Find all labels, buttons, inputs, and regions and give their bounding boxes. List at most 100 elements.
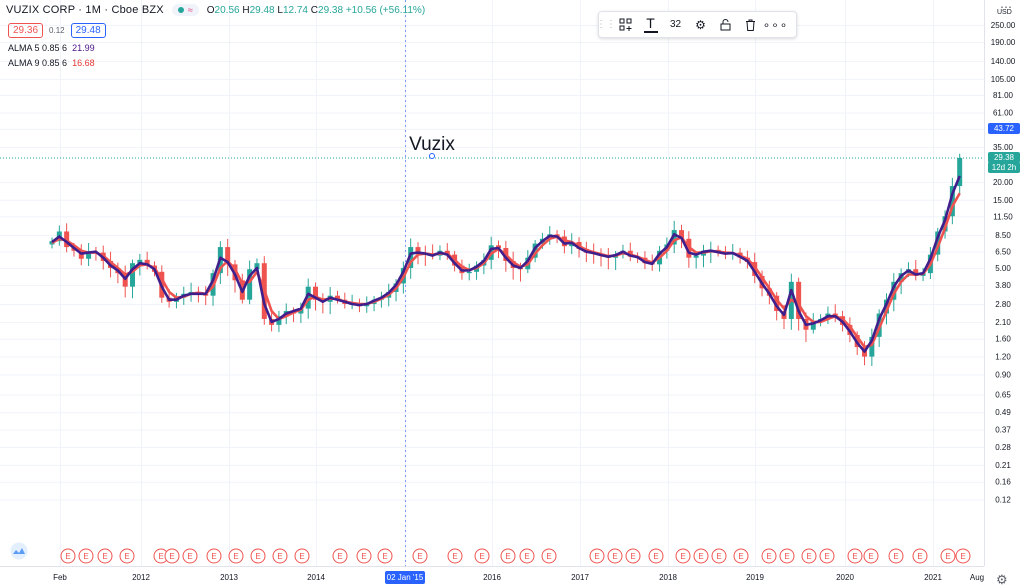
earnings-marker <box>819 548 835 564</box>
earnings-marker-label: E <box>680 552 685 561</box>
earnings-marker-label: E <box>716 552 721 561</box>
candle-body <box>276 316 282 325</box>
ask-box[interactable]: 29.48 <box>70 23 106 38</box>
earnings-marker-label: E <box>824 552 829 561</box>
earnings-marker <box>888 548 904 564</box>
earnings-marker-label: E <box>917 552 922 561</box>
symbol-title[interactable]: VUZIX CORP · 1M · Cboe BZX <box>6 4 164 16</box>
x-tick-label: Aug <box>970 573 984 582</box>
earnings-marker <box>164 548 180 564</box>
earnings-marker <box>625 548 641 564</box>
y-tick-label: 2.10 <box>995 318 1011 327</box>
earnings-marker-label: E <box>852 552 857 561</box>
candle-body <box>247 269 253 300</box>
earnings-marker <box>500 548 516 564</box>
earnings-marker <box>693 548 709 564</box>
y-tick-label: 81.00 <box>993 91 1014 100</box>
y-tick-label: 190.00 <box>991 38 1016 47</box>
earnings-marker-label: E <box>653 552 658 561</box>
y-tick-label: 35.00 <box>993 143 1014 152</box>
earnings-marker <box>779 548 795 564</box>
indicator-alma9[interactable]: ALMA 9 0.85 6 16.68 <box>8 58 95 68</box>
earnings-marker <box>332 548 348 564</box>
earnings-marker-label: E <box>738 552 743 561</box>
earnings-marker <box>675 548 691 564</box>
time-axis: Feb 2012 2013 2014 2016 2017 2018 2019 2020 2021 A… <box>53 573 984 582</box>
tradingview-logo-icon[interactable] <box>8 542 30 560</box>
candle-body <box>891 281 897 300</box>
earnings-marker-label: E <box>766 552 771 561</box>
font-size-button[interactable]: 32 <box>669 19 682 30</box>
earnings-marker <box>607 548 623 564</box>
lock-icon[interactable] <box>713 12 738 37</box>
candle-body <box>313 286 319 300</box>
annotation-anchor <box>429 153 435 159</box>
candle-body <box>810 321 816 330</box>
earnings-marker <box>228 548 244 564</box>
crosshair-date-label: 02 Jan '15 <box>385 571 425 584</box>
y-tick-label: 0.16 <box>995 478 1011 487</box>
earnings-marker-label: E <box>960 552 965 561</box>
bid-ask: 29.36 0.12 29.48 <box>8 23 106 38</box>
y-tick-label: 0.49 <box>995 408 1011 417</box>
candle-body <box>796 281 802 319</box>
candles <box>49 153 963 366</box>
y-tick-label: 140.00 <box>991 57 1016 66</box>
countdown-label: 12d 2h <box>988 162 1020 173</box>
earnings-marker-label: E <box>546 552 551 561</box>
earnings-marker <box>272 548 288 564</box>
y-tick-label: 3.80 <box>995 281 1011 290</box>
text-icon[interactable]: T <box>638 12 663 37</box>
add-template-icon[interactable] <box>613 12 638 37</box>
earnings-marker-label: E <box>630 552 635 561</box>
y-tick-label: 0.65 <box>995 391 1011 400</box>
candle-body <box>254 263 260 270</box>
market-status-pill[interactable]: ≈ <box>171 4 199 16</box>
earnings-marker <box>294 548 310 564</box>
earnings-marker-label: E <box>893 552 898 561</box>
y-tick-label: 6.50 <box>995 248 1011 257</box>
x-tick-label: 2018 <box>659 573 677 582</box>
earnings-marker-label: E <box>233 552 238 561</box>
candle-body <box>671 230 677 245</box>
earnings-marker <box>940 548 956 564</box>
y-tick-label: 8.50 <box>995 231 1011 240</box>
change-value: +10.56 (+56.11%) <box>345 4 426 16</box>
earnings-marker <box>182 548 198 564</box>
bid-box[interactable]: 29.36 <box>8 23 44 38</box>
earnings-marker <box>97 548 113 564</box>
trash-icon[interactable] <box>738 12 763 37</box>
earnings-marker <box>801 548 817 564</box>
x-tick-label: 2017 <box>571 573 589 582</box>
earnings-marker <box>648 548 664 564</box>
x-tick-label: 2014 <box>307 573 325 582</box>
earnings-marker-label: E <box>169 552 174 561</box>
corner-menu-icon[interactable]: ⋯ <box>1000 0 1012 14</box>
settings-icon[interactable]: ⚙ <box>695 17 706 32</box>
wave-icon: ≈ <box>187 5 193 15</box>
ohlc-values: O20.56 H29.48 L12.74 C29.38 +10.56 (+56.… <box>206 4 426 16</box>
indicator-alma5[interactable]: ALMA 5 0.85 6 21.99 <box>8 43 95 53</box>
earnings-marker <box>119 548 135 564</box>
earnings-marker <box>589 548 605 564</box>
earnings-marker-label: E <box>868 552 873 561</box>
earnings-marker-label: E <box>698 552 703 561</box>
candle-body <box>869 336 875 357</box>
y-tick-label: 5.00 <box>995 264 1011 273</box>
candle-body <box>130 263 136 287</box>
candle-body <box>774 295 780 312</box>
earnings-marker <box>711 548 727 564</box>
price-axis: 250.00190.00140.00105.0081.0061.0047.003… <box>991 21 1016 505</box>
y-tick-label: 0.12 <box>995 496 1011 505</box>
earnings-marker-label: E <box>612 552 617 561</box>
chart-settings-icon[interactable]: ⚙ <box>996 572 1008 587</box>
drag-handle-icon[interactable]: ⋮⋮ <box>596 19 616 30</box>
candle-body <box>532 243 538 258</box>
earnings-marker-label: E <box>102 552 107 561</box>
earnings-marker <box>412 548 428 564</box>
earnings-marker <box>356 548 372 564</box>
market-open-icon <box>177 7 184 13</box>
drawing-toolbar: ⋮⋮ T 32 ⚙ ∘∘∘ <box>596 11 797 38</box>
more-icon[interactable]: ∘∘∘ <box>762 17 789 32</box>
